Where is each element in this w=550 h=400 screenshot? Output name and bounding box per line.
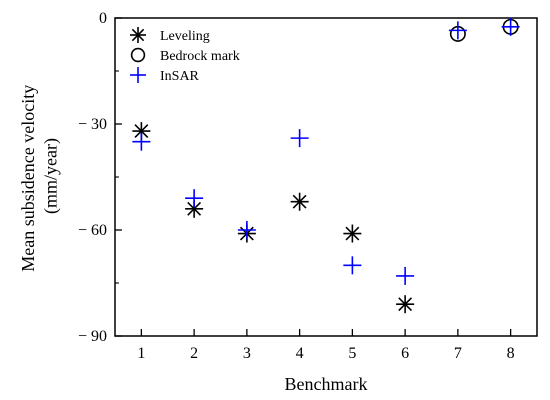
legend-marker-plus [130, 67, 146, 83]
axis-ticks [115, 17, 512, 337]
plot-frame [114, 17, 538, 337]
plus-point [237, 221, 256, 239]
y-axis-title-line-1: Mean subsidence velocity [18, 85, 38, 272]
legend-label: InSAR [160, 69, 200, 84]
x-tick-label: 6 [401, 345, 409, 362]
legend-label: Leveling [160, 29, 210, 44]
axis-tick-labels: 1 2 3 4 5 6 7 8 0 − 30 − 60 − 90 [78, 10, 515, 362]
y-tick-label: − 30 [78, 116, 107, 133]
legend-label: Bedrock mark [160, 49, 240, 64]
asterisk-point [343, 224, 362, 243]
x-axis-title: Benchmark [285, 374, 368, 394]
plus-point [343, 256, 362, 275]
plus-point [132, 132, 151, 151]
x-tick-label: 1 [137, 345, 145, 362]
plus-point [290, 129, 309, 148]
plus-point [396, 266, 415, 285]
x-tick-label: 4 [296, 345, 304, 362]
y-tick-label: − 60 [78, 222, 107, 239]
y-tick-label: 0 [99, 10, 107, 27]
data-points [132, 17, 520, 314]
asterisk-point [185, 199, 204, 218]
y-axis-title-line-2: (mm/year) [41, 138, 62, 214]
legend-marker-asterisk [130, 27, 146, 43]
plus-point [448, 21, 467, 40]
asterisk-point [290, 192, 309, 211]
asterisk-point [396, 295, 415, 314]
x-tick-label: 7 [454, 345, 462, 362]
legend: Leveling Bedrock mark InSAR [130, 27, 240, 84]
x-tick-label: 3 [243, 345, 251, 362]
x-tick-label: 5 [348, 345, 356, 362]
x-tick-label: 2 [190, 345, 198, 362]
y-tick-label: − 90 [78, 328, 107, 345]
y-axis-title: Mean subsidence velocity (mm/year) [18, 80, 62, 271]
plus-point [501, 17, 520, 36]
legend-marker-circle [130, 47, 146, 63]
x-tick-label: 8 [507, 345, 515, 362]
plus-point [185, 189, 204, 208]
